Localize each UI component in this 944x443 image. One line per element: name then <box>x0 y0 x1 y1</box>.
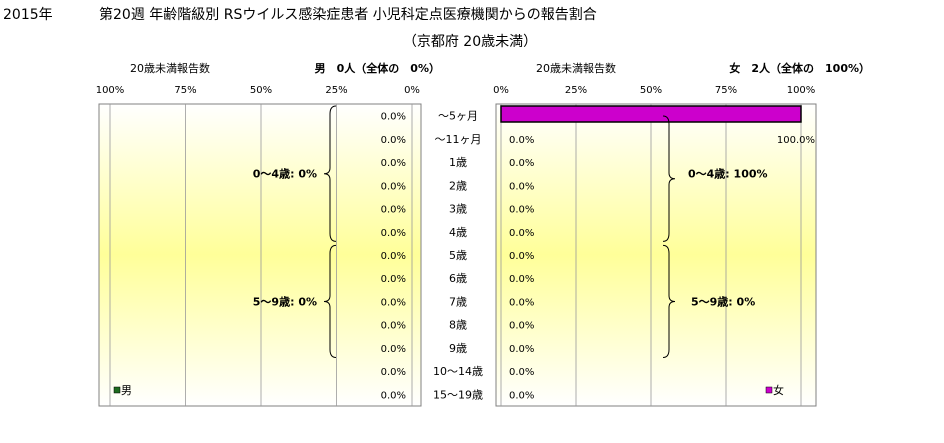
right-group-label-0-4: 0～4歳: 100% <box>688 167 768 181</box>
right-value-label: 100.0% <box>777 135 815 146</box>
chart-subtitle: （京都府 20歳未満） <box>403 34 537 50</box>
left-value-label: 0.0% <box>381 205 406 216</box>
female-bar <box>500 105 802 123</box>
right-tick-label: 25% <box>565 85 587 96</box>
right-value-label: 0.0% <box>509 390 534 401</box>
left-value-label: 0.0% <box>381 274 406 285</box>
legend-male-swatch <box>113 386 121 394</box>
left-value-label: 0.0% <box>381 297 406 308</box>
left-group-label-5-9: 5～9歳: 0% <box>253 294 317 308</box>
left-brace-5-9 <box>323 244 337 359</box>
right-value-label: 0.0% <box>509 228 534 239</box>
category-label: 1歳 <box>449 156 467 169</box>
left-value-label: 0.0% <box>381 158 406 169</box>
left-panel-header: 20歳未満報告数 <box>130 62 210 75</box>
right-value-label: 0.0% <box>509 297 534 308</box>
left-value-label: 0.0% <box>381 228 406 239</box>
right-value-label: 0.0% <box>509 251 534 262</box>
left-group-label-0-4: 0～4歳: 0% <box>253 167 317 181</box>
left-brace-0-4 <box>323 105 337 242</box>
right-value-label: 0.0% <box>509 135 534 146</box>
left-value-label: 0.0% <box>381 321 406 332</box>
category-label: 2歳 <box>449 179 467 192</box>
left-value-label: 0.0% <box>381 112 406 123</box>
right-panel-summary: 女 2人（全体の 100%） <box>729 61 870 75</box>
left-tick-label: 25% <box>325 85 347 96</box>
left-tick-label: 50% <box>250 85 272 96</box>
right-value-label: 0.0% <box>509 205 534 216</box>
category-label: 8歳 <box>449 319 467 332</box>
legend-female-swatch <box>765 386 773 394</box>
left-tick-label: 75% <box>174 85 196 96</box>
chart-title-year: 2015年 <box>3 7 53 23</box>
left-tick-label: 100% <box>96 85 125 96</box>
right-tick-label: 0% <box>493 85 509 96</box>
right-tick-label: 100% <box>787 85 816 96</box>
right-value-label: 0.0% <box>509 344 534 355</box>
right-value-label: 0.0% <box>509 321 534 332</box>
right-value-label: 0.0% <box>509 181 534 192</box>
category-label: 6歳 <box>449 272 467 285</box>
category-label: 9歳 <box>449 342 467 355</box>
left-plot-area <box>98 103 422 407</box>
right-value-label: 0.0% <box>509 274 534 285</box>
left-value-label: 0.0% <box>381 181 406 192</box>
left-panel-summary: 男 0人（全体の 0%） <box>315 61 440 75</box>
right-tick-label: 75% <box>715 85 737 96</box>
category-label: 15～19歳 <box>433 388 483 401</box>
left-value-label: 0.0% <box>381 367 406 378</box>
right-value-label: 0.0% <box>509 367 534 378</box>
legend-male-label: 男 <box>121 384 132 397</box>
left-value-label: 0.0% <box>381 135 406 146</box>
right-plot-area <box>495 103 817 407</box>
left-value-label: 0.0% <box>381 344 406 355</box>
category-label: 10～14歳 <box>433 365 483 378</box>
right-brace-5-9 <box>662 244 676 359</box>
category-label: 7歳 <box>449 295 467 308</box>
legend-female-label: 女 <box>773 383 784 397</box>
chart-title: 第20週 年齢階級別 RSウイルス感染症患者 小児科定点医療機関からの報告割合 <box>99 6 597 23</box>
category-label: ～11ヶ月 <box>435 133 482 146</box>
right-value-label: 0.0% <box>509 158 534 169</box>
left-value-label: 0.0% <box>381 251 406 262</box>
category-label: 4歳 <box>449 226 467 239</box>
right-brace-0-4 <box>662 115 676 242</box>
right-tick-label: 50% <box>640 85 662 96</box>
left-tick-label: 0% <box>404 85 420 96</box>
right-panel-header: 20歳未満報告数 <box>536 62 616 75</box>
category-label: 5歳 <box>449 249 467 262</box>
right-group-label-5-9: 5～9歳: 0% <box>691 294 755 308</box>
category-label: 3歳 <box>449 203 467 216</box>
category-label: ～5ヶ月 <box>438 110 478 123</box>
left-value-label: 0.0% <box>381 390 406 401</box>
